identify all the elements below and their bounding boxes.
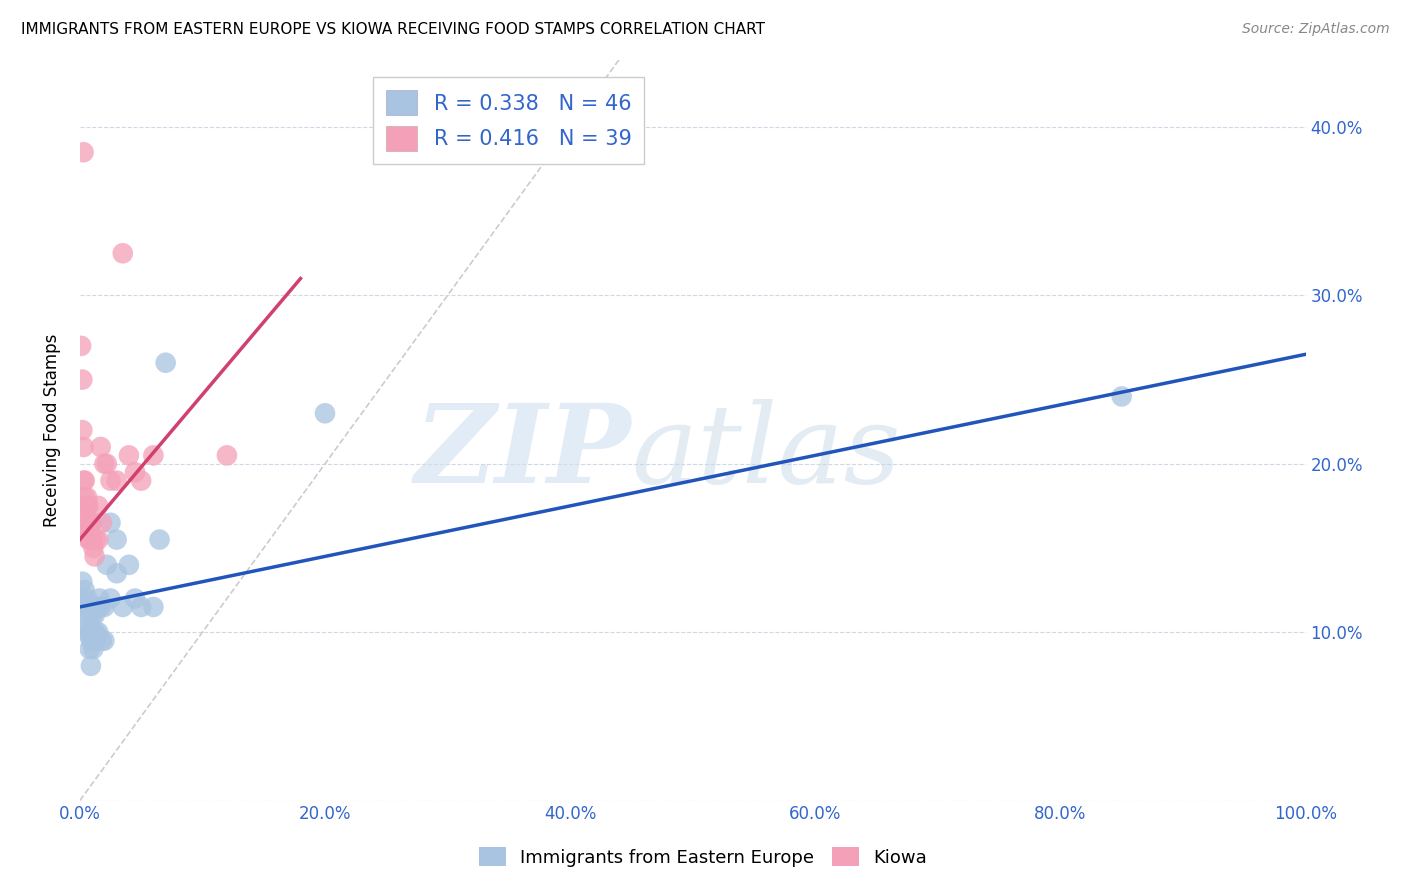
Point <box>84 533 107 547</box>
Point <box>72 145 94 160</box>
Point <box>129 474 152 488</box>
Point <box>1111 389 1133 403</box>
Point <box>73 583 96 598</box>
Point <box>80 633 103 648</box>
Point <box>105 474 128 488</box>
Point <box>76 591 98 606</box>
Point <box>87 625 110 640</box>
Point <box>79 625 101 640</box>
Point <box>72 373 94 387</box>
Point <box>83 633 105 648</box>
Point <box>96 558 118 572</box>
Point <box>75 599 97 614</box>
Point <box>100 591 122 606</box>
Point <box>96 457 118 471</box>
Point <box>82 608 104 623</box>
Point <box>80 533 103 547</box>
Y-axis label: Receiving Food Stamps: Receiving Food Stamps <box>44 334 60 527</box>
Point <box>75 508 97 522</box>
Point <box>76 524 98 538</box>
Point <box>76 608 98 623</box>
Point <box>73 474 96 488</box>
Point <box>84 625 107 640</box>
Point <box>93 633 115 648</box>
Point <box>90 516 112 530</box>
Point <box>142 449 165 463</box>
Point <box>82 642 104 657</box>
Point <box>215 449 238 463</box>
Point <box>90 599 112 614</box>
Point <box>82 633 104 648</box>
Point <box>83 549 105 564</box>
Point <box>82 625 104 640</box>
Point <box>87 499 110 513</box>
Point <box>86 599 108 614</box>
Point <box>90 440 112 454</box>
Point <box>82 625 104 640</box>
Point <box>76 499 98 513</box>
Point <box>100 516 122 530</box>
Point <box>148 533 170 547</box>
Point <box>83 608 105 623</box>
Point <box>80 516 103 530</box>
Point <box>142 599 165 614</box>
Point <box>111 246 134 260</box>
Text: ZIP: ZIP <box>415 399 631 506</box>
Point <box>77 599 100 614</box>
Legend: R = 0.338   N = 46, R = 0.416   N = 39: R = 0.338 N = 46, R = 0.416 N = 39 <box>374 78 644 163</box>
Point <box>124 591 146 606</box>
Point <box>76 491 98 505</box>
Point <box>70 339 93 353</box>
Point <box>118 558 141 572</box>
Point <box>79 533 101 547</box>
Point <box>89 591 111 606</box>
Point <box>77 625 100 640</box>
Point <box>93 599 115 614</box>
Point <box>129 599 152 614</box>
Point <box>75 499 97 513</box>
Point <box>100 474 122 488</box>
Point <box>73 491 96 505</box>
Point <box>93 457 115 471</box>
Point <box>87 533 110 547</box>
Point <box>79 599 101 614</box>
Point <box>77 499 100 513</box>
Point <box>79 516 101 530</box>
Point <box>111 599 134 614</box>
Point <box>82 516 104 530</box>
Point <box>73 508 96 522</box>
Point <box>124 465 146 479</box>
Point <box>105 566 128 581</box>
Text: Source: ZipAtlas.com: Source: ZipAtlas.com <box>1241 22 1389 37</box>
Point <box>70 591 93 606</box>
Text: atlas: atlas <box>631 399 901 506</box>
Point <box>75 625 97 640</box>
Point <box>82 533 104 547</box>
Point <box>84 633 107 648</box>
Point <box>105 533 128 547</box>
Point <box>77 524 100 538</box>
Point <box>155 356 177 370</box>
Point <box>82 541 104 555</box>
Point <box>79 642 101 657</box>
Point <box>80 659 103 673</box>
Point <box>72 574 94 589</box>
Point <box>72 474 94 488</box>
Point <box>314 406 336 420</box>
Point <box>118 449 141 463</box>
Point <box>72 423 94 437</box>
Point <box>87 599 110 614</box>
Point <box>90 633 112 648</box>
Text: IMMIGRANTS FROM EASTERN EUROPE VS KIOWA RECEIVING FOOD STAMPS CORRELATION CHART: IMMIGRANTS FROM EASTERN EUROPE VS KIOWA … <box>21 22 765 37</box>
Point <box>77 533 100 547</box>
Point <box>72 440 94 454</box>
Point <box>72 608 94 623</box>
Legend: Immigrants from Eastern Europe, Kiowa: Immigrants from Eastern Europe, Kiowa <box>471 840 935 874</box>
